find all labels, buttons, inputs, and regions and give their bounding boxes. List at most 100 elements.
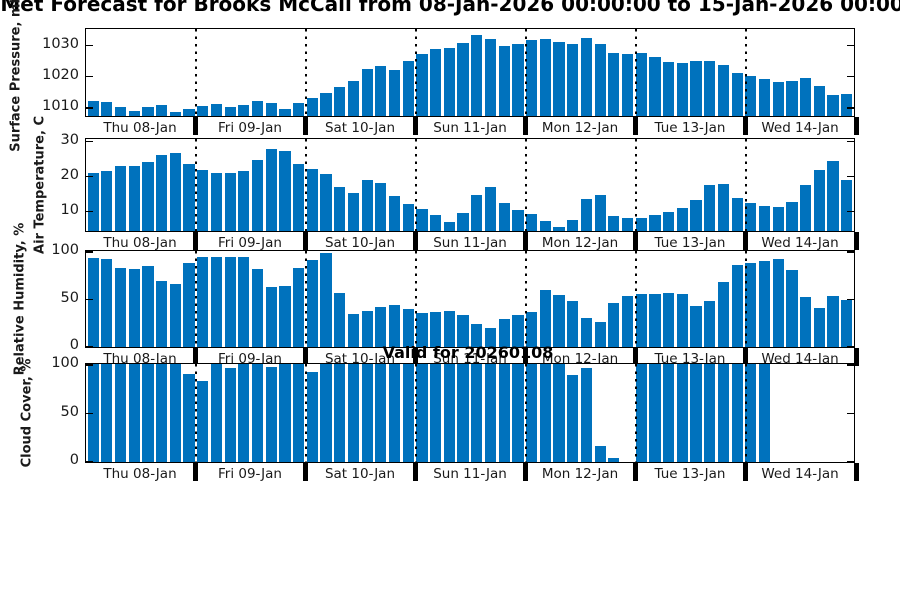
bar: [676, 62, 688, 116]
bar: [676, 208, 688, 231]
bar: [238, 104, 250, 116]
bar-series: [86, 139, 854, 231]
bar: [361, 69, 373, 116]
bar: [114, 268, 127, 347]
bar: [594, 43, 606, 116]
bar: [183, 373, 195, 462]
axis-tick: [847, 346, 854, 348]
bar: [224, 106, 236, 116]
y-tick-label: 30: [60, 131, 79, 148]
day-separator-tick: [854, 232, 859, 250]
y-axis-label: Cloud Cover, %: [19, 358, 35, 468]
bar: [567, 43, 579, 116]
bar: [690, 199, 702, 231]
bar: [265, 149, 277, 231]
day-label: Tue 13-Jan: [654, 235, 726, 251]
bar: [375, 364, 387, 462]
axis-tick: [847, 44, 854, 47]
day-label: Sat 10-Jan: [324, 120, 396, 136]
bar: [402, 308, 414, 347]
bar: [580, 318, 593, 347]
bar: [608, 458, 620, 462]
pressure-panel: [85, 28, 855, 117]
axis-tick: [847, 298, 854, 300]
bar: [238, 256, 250, 347]
bar: [800, 185, 812, 231]
bar: [594, 446, 606, 462]
bar: [334, 364, 346, 462]
bar: [306, 97, 318, 116]
day-separator-tick: [192, 232, 198, 250]
bar: [279, 151, 291, 231]
y-tick-label: 100: [51, 242, 79, 258]
bar: [114, 364, 127, 462]
day-label: Sun 11-Jan: [433, 235, 507, 251]
bar: [526, 40, 538, 116]
bar: [443, 310, 455, 347]
bar: [800, 78, 812, 116]
bar: [635, 364, 647, 462]
bar: [388, 195, 401, 231]
bar: [539, 38, 551, 116]
bar: [704, 300, 716, 347]
bar: [484, 364, 497, 462]
bar: [101, 170, 113, 231]
day-separator-tick: [192, 117, 198, 135]
y-axis-label: Relative Humidity, %: [12, 222, 28, 376]
bar: [101, 102, 113, 116]
bar: [279, 109, 291, 116]
bar: [704, 364, 716, 462]
day-label: Sat 10-Jan: [324, 235, 396, 251]
bar: [306, 371, 318, 462]
bar: [114, 106, 127, 116]
day-label: Sun 11-Jan: [433, 466, 507, 482]
bar: [306, 169, 318, 231]
bar: [526, 214, 538, 231]
bar: [457, 212, 469, 231]
bar: [484, 38, 497, 116]
dotted-gridline: [415, 251, 417, 347]
bar: [758, 260, 771, 347]
bar: [758, 205, 771, 231]
bar: [758, 364, 771, 462]
bar: [224, 367, 236, 462]
day-separator-tick: [522, 348, 528, 366]
axis-tick: [847, 107, 854, 109]
day-separator-tick: [742, 348, 748, 366]
day-separator-tick: [854, 348, 859, 366]
day-label: Fri 09-Jan: [218, 466, 282, 482]
bar: [388, 69, 401, 116]
bar: [279, 364, 291, 462]
bar: [621, 53, 634, 116]
day-separator-tick: [854, 117, 859, 135]
day-label: Sun 11-Jan: [433, 120, 507, 136]
dotted-gridline: [635, 29, 637, 116]
date-axis-row: Thu 08-Jan Fri 09-Jan Sat 10-Jan Sun 11-Jan…: [85, 232, 859, 251]
bar: [156, 104, 168, 116]
bar: [142, 364, 154, 462]
bar: [388, 364, 401, 462]
bar: [676, 294, 688, 347]
bar: [402, 203, 414, 231]
bar: [580, 367, 593, 462]
bar: [498, 46, 510, 116]
bar: [169, 111, 181, 116]
dotted-gridline: [305, 364, 307, 462]
bar: [471, 323, 483, 347]
bar: [649, 364, 661, 462]
bar: [621, 296, 634, 347]
bar: [347, 314, 360, 347]
y-tick-label: 1010: [42, 98, 79, 115]
y-axis-label: Surface Pressure, mb: [8, 0, 24, 152]
bar: [210, 172, 223, 231]
axis-tick: [86, 412, 93, 414]
day-label: Thu 08-Jan: [103, 235, 177, 251]
day-separator-tick: [522, 463, 528, 481]
bar: [553, 42, 565, 116]
bar: [430, 312, 442, 347]
day-label: Thu 08-Jan: [103, 120, 177, 136]
day-label: Mon 12-Jan: [541, 120, 619, 136]
bar: [251, 101, 264, 116]
bar: [320, 174, 332, 231]
